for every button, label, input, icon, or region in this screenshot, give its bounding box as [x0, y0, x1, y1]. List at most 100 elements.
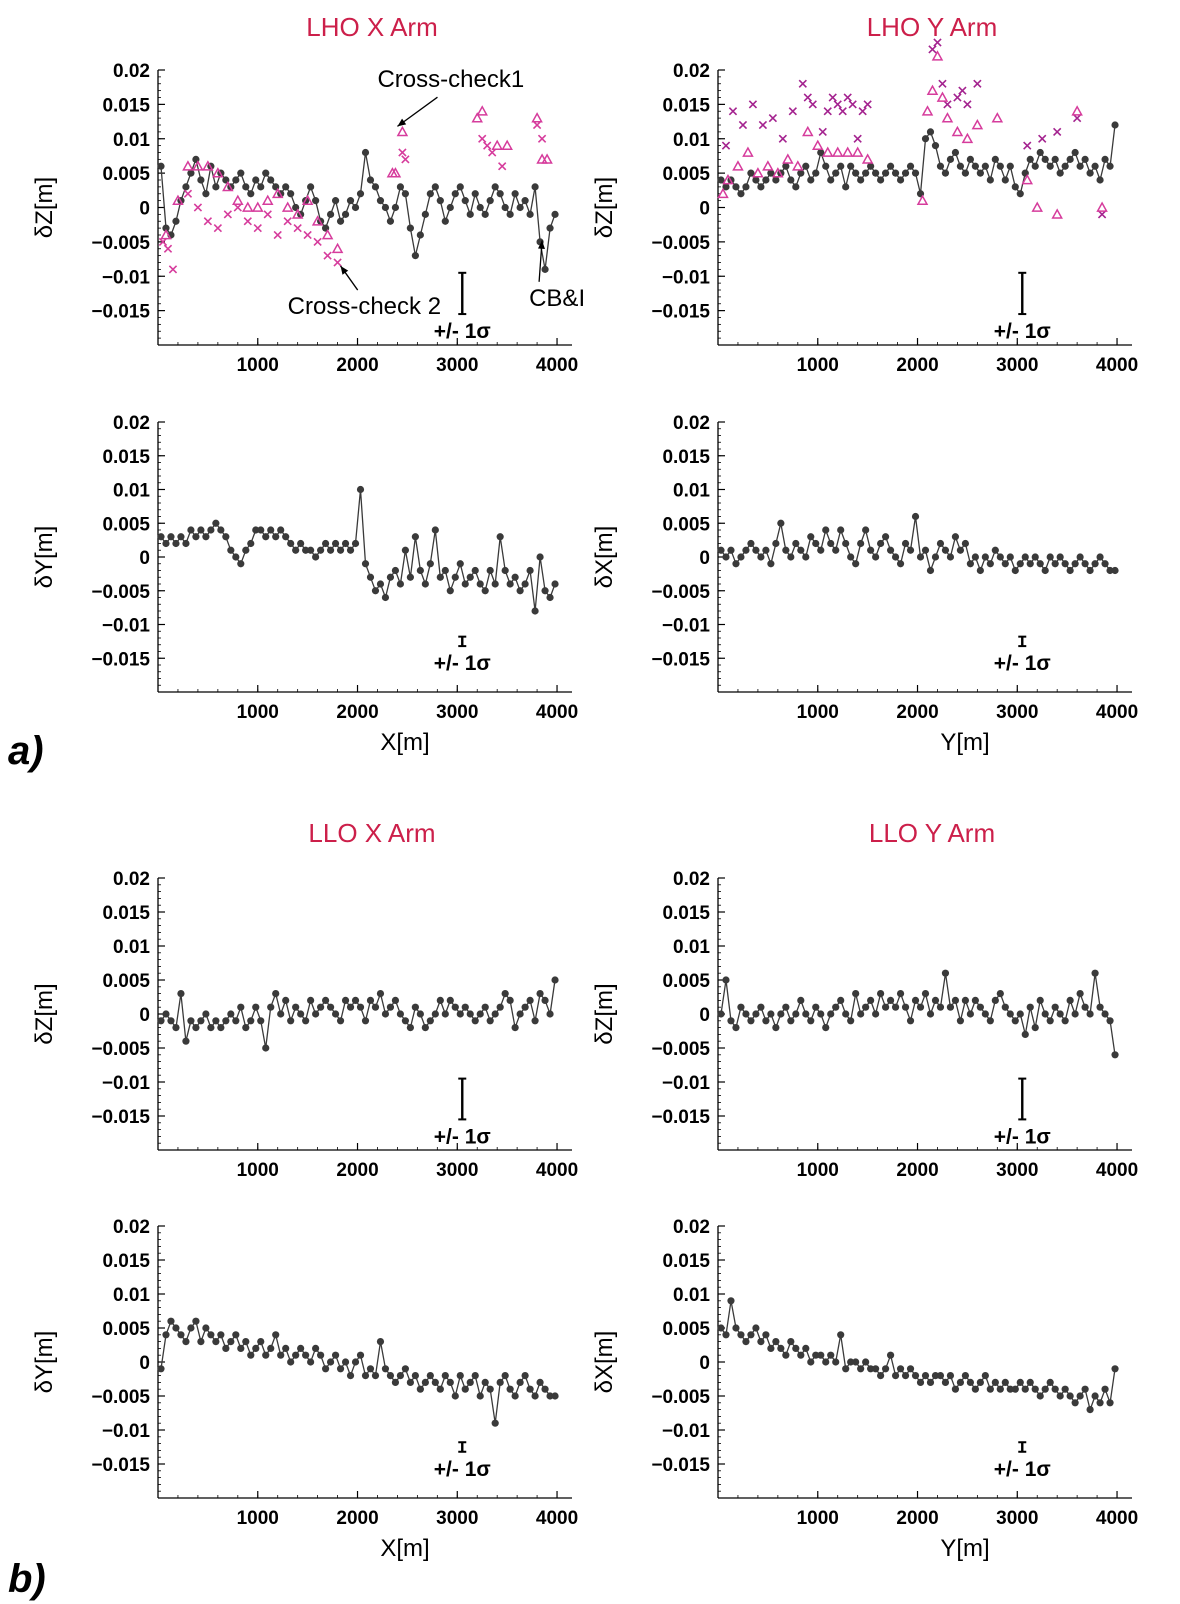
data-point [461, 580, 469, 588]
data-point [396, 1372, 405, 1380]
data-point [501, 203, 509, 212]
data-point [1036, 148, 1044, 157]
data-point [1056, 1010, 1064, 1018]
data-point [787, 1338, 795, 1346]
data-point [262, 1044, 270, 1052]
data-point-x [193, 203, 203, 212]
y-tick-label: −0.015 [91, 649, 150, 670]
data-point [891, 553, 900, 561]
data-point [807, 1017, 815, 1025]
y-tick-label: 0.01 [673, 481, 710, 502]
data-point [1021, 553, 1029, 561]
data-point [331, 1010, 340, 1018]
data-point [857, 1010, 865, 1018]
data-point [837, 162, 845, 170]
data-point [1011, 183, 1019, 191]
data-point [852, 990, 860, 998]
data-point [737, 553, 745, 561]
data-point [792, 539, 800, 548]
data-point [797, 169, 805, 177]
data-point [411, 1372, 419, 1380]
data-point [242, 183, 250, 191]
data-point [936, 539, 945, 548]
data-point [197, 176, 205, 184]
x-axis-label: Y[m] [940, 729, 989, 756]
data-point [336, 1017, 345, 1025]
data-point [1026, 1378, 1034, 1386]
data-point-triangle [926, 84, 939, 95]
data-point [496, 190, 504, 198]
data-point [172, 1324, 180, 1332]
data-point [847, 1017, 855, 1025]
annotation-label: CB&I [529, 285, 585, 312]
data-point [252, 526, 260, 534]
data-point [1066, 566, 1074, 575]
sigma-label: +/- 1σ [994, 320, 1051, 343]
data-point [237, 1344, 245, 1352]
data-point [802, 162, 810, 170]
y-tick-label: 0.02 [673, 413, 710, 434]
data-point [986, 1385, 994, 1393]
y-tick-label: −0.005 [651, 233, 710, 254]
data-point [857, 176, 865, 184]
series-line [160, 489, 556, 612]
data-point [1041, 1010, 1049, 1018]
x-tick-label: 2000 [336, 1160, 378, 1181]
data-point [421, 1024, 429, 1032]
data-point [1026, 560, 1034, 568]
data-point [406, 1024, 414, 1032]
data-point [842, 1365, 850, 1373]
data-point [471, 1017, 479, 1025]
data-point [486, 566, 494, 575]
data-point [267, 1344, 275, 1352]
x-tick-label: 3000 [436, 1160, 478, 1181]
data-point [341, 210, 350, 218]
data-point [872, 169, 880, 177]
data-point [192, 533, 200, 541]
data-point [792, 1344, 800, 1352]
data-point [1081, 560, 1089, 568]
data-point [727, 546, 735, 554]
data-point [1056, 169, 1064, 177]
data-point [1031, 162, 1039, 170]
x-tick-label: 1000 [237, 702, 279, 723]
y-tick-label: 0 [699, 199, 710, 220]
chart-lho-y-dz: LHO Y Arm 0.02 0.015 0.01 0.005 0 −0.005 −0.01 −… [591, 12, 1138, 376]
data-point [822, 1024, 830, 1032]
data-point [1011, 566, 1019, 575]
data-point [446, 996, 454, 1005]
data-point-x [828, 93, 837, 102]
data-point [797, 996, 805, 1005]
data-point [981, 162, 989, 170]
data-point [177, 533, 185, 541]
x-tick-label: 1000 [797, 702, 839, 723]
y-axis-label: δZ[m] [31, 983, 58, 1044]
data-point [936, 1372, 945, 1380]
data-point-triangle [936, 91, 949, 102]
data-point [966, 560, 974, 568]
y-tick-label: 0.005 [662, 1319, 710, 1340]
data-point [911, 512, 920, 521]
data-point [837, 1331, 845, 1339]
data-point-triangle [281, 201, 294, 212]
data-point [762, 176, 770, 184]
data-point [361, 148, 370, 157]
x-tick-label: 4000 [1096, 702, 1138, 723]
data-point [491, 1419, 499, 1427]
data-point [926, 1378, 935, 1386]
data-point [157, 1365, 165, 1373]
data-point [1001, 1378, 1009, 1386]
data-point [411, 252, 419, 260]
data-point [277, 1010, 285, 1018]
data-point [162, 539, 170, 548]
y-tick-label: −0.005 [91, 582, 150, 603]
data-point-x [323, 251, 332, 260]
y-tick-label: 0.02 [113, 869, 150, 890]
annotation: Cross-check1 [377, 66, 524, 127]
data-point [1006, 162, 1014, 170]
data-point [451, 573, 459, 581]
data-point [971, 996, 979, 1005]
data-point-triangle [476, 105, 488, 116]
data-point [767, 560, 775, 568]
data-point [481, 1003, 489, 1011]
